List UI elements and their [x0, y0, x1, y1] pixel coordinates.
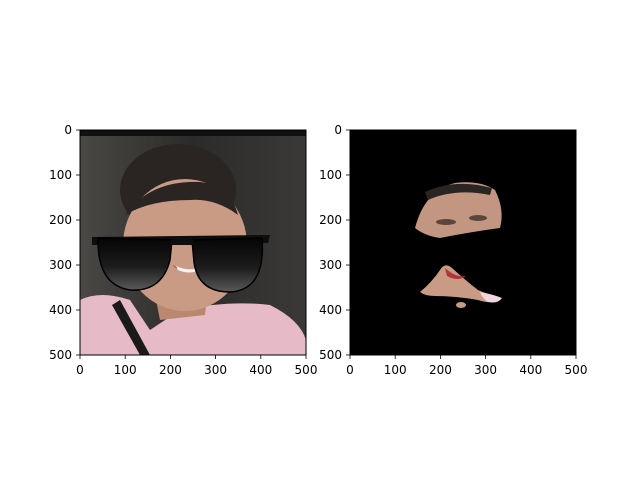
- sunglasses-bridge: [170, 240, 194, 245]
- left-lens: [97, 237, 173, 291]
- left-ytick-label: 0: [64, 123, 72, 137]
- left-image-panel: [79, 129, 307, 356]
- right-ytick-label: 500: [319, 348, 342, 362]
- right-xtick-label: 300: [474, 363, 497, 377]
- left-xtick-label: 100: [114, 363, 137, 377]
- hair-fragment: [425, 183, 492, 200]
- right-ytick-label: 0: [334, 123, 342, 137]
- eye-fragment-right: [469, 215, 487, 221]
- left-xtick-label: 200: [159, 363, 182, 377]
- right-ytick-label: 200: [319, 213, 342, 227]
- right-xtick-label: 200: [429, 363, 452, 377]
- left-axes-frame: [79, 129, 307, 356]
- right-image-panel: [349, 129, 577, 356]
- lower-face-region: [420, 265, 500, 303]
- right-xtick-label: 100: [384, 363, 407, 377]
- chin-fragment: [456, 302, 466, 308]
- left-xtick-label: 300: [204, 363, 227, 377]
- mouth-fragment: [445, 268, 466, 279]
- left-ytick-label: 300: [49, 258, 72, 272]
- right-image: [350, 130, 576, 355]
- eye-fragment-left: [436, 219, 456, 225]
- right-xtick-label: 400: [519, 363, 542, 377]
- left-xtick-label: 0: [76, 363, 84, 377]
- mask-background: [350, 130, 576, 355]
- left-xtick-label: 400: [249, 363, 272, 377]
- right-xtick-label: 0: [346, 363, 354, 377]
- left-image: [80, 130, 306, 355]
- shirt-fragment: [480, 292, 502, 303]
- strap: [112, 300, 150, 355]
- axes-layer: 0 100 200 300 400 500 0 100 200 300 400 500 0 100 200 3…: [49, 123, 587, 377]
- left-ytick-label: 200: [49, 213, 72, 227]
- teeth: [176, 266, 201, 273]
- right-axes-frame: [349, 129, 577, 356]
- right-ytick-label: 300: [319, 258, 342, 272]
- fringe: [125, 181, 238, 215]
- left-ytick-label: 500: [49, 348, 72, 362]
- left-ytick-label: 400: [49, 303, 72, 317]
- right-xtick-label: 500: [565, 363, 588, 377]
- left-xtick-label: 500: [295, 363, 318, 377]
- right-ytick-label: 400: [319, 303, 342, 317]
- right-ytick-label: 100: [319, 168, 342, 182]
- right-lens: [191, 237, 264, 293]
- photo-top-strip: [80, 130, 306, 136]
- left-ytick-label: 100: [49, 168, 72, 182]
